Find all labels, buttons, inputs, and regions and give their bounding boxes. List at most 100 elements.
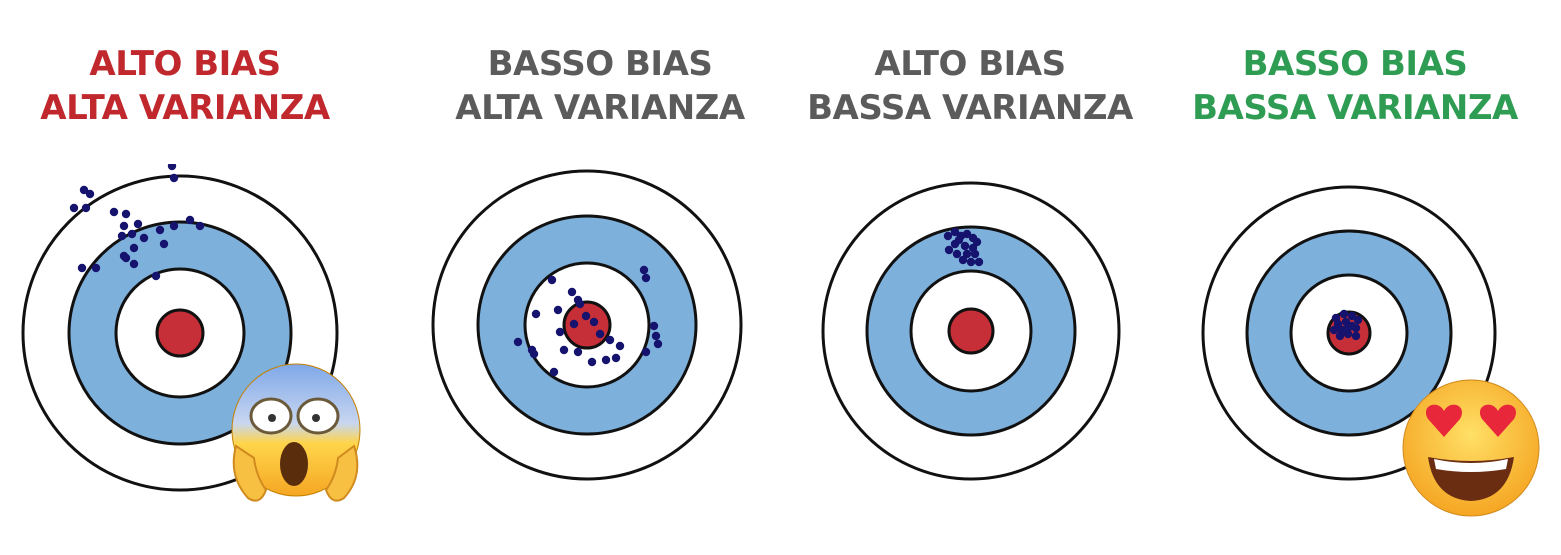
- shot-dot: [952, 249, 962, 259]
- shot-dot: [117, 231, 127, 241]
- title-line-1: BASSO BIAS: [487, 44, 713, 84]
- title-line-1: ALTO BIAS: [874, 44, 1066, 84]
- shot-dot: [119, 221, 129, 231]
- shot-dot: [958, 255, 968, 265]
- shot-dot: [169, 173, 179, 183]
- title-line-2: ALTA VARIANZA: [455, 88, 745, 128]
- shot-dot: [1353, 315, 1363, 325]
- shot-dot: [91, 263, 101, 273]
- title-line-2: ALTA VARIANZA: [40, 88, 330, 128]
- shot-dot: [567, 287, 577, 297]
- shot-dot: [155, 225, 165, 235]
- shot-dot: [575, 299, 585, 309]
- shot-dot: [605, 335, 615, 345]
- shot-dot: [185, 215, 195, 225]
- shot-dots: [513, 265, 663, 377]
- panel-low-bias-low-variance: BASSO BIAS BASSA VARIANZA: [1160, 0, 1550, 555]
- shot-dot: [1343, 329, 1353, 339]
- shot-dot: [651, 331, 661, 341]
- shot-dot: [129, 259, 139, 269]
- shot-dot: [641, 273, 651, 283]
- shot-dot: [639, 265, 649, 275]
- shot-dot: [151, 271, 161, 281]
- shot-dot: [531, 309, 541, 319]
- target-1: [21, 164, 339, 492]
- shot-dot: [559, 345, 569, 355]
- shot-dot: [974, 257, 984, 267]
- shot-dot: [943, 231, 953, 241]
- shot-dot: [109, 207, 119, 217]
- shot-dot: [139, 233, 149, 243]
- shot-dot: [972, 237, 982, 247]
- shot-dot: [1329, 325, 1339, 335]
- shot-dot: [960, 241, 970, 251]
- title-line-1: BASSO BIAS: [1242, 44, 1468, 84]
- shot-dot: [1343, 323, 1353, 333]
- panel-title: BASSO BIAS ALTA VARIANZA: [410, 42, 790, 130]
- bullseye: [947, 307, 995, 355]
- shot-dot: [970, 249, 980, 259]
- panel-title: ALTO BIAS ALTA VARIANZA: [0, 42, 370, 130]
- shot-dot: [159, 239, 169, 249]
- panel-low-bias-high-variance: BASSO BIAS ALTA VARIANZA: [410, 0, 790, 555]
- shot-dot: [77, 263, 87, 273]
- shot-dot: [611, 353, 621, 363]
- shot-dot: [581, 311, 591, 321]
- shot-dot: [547, 275, 557, 285]
- shot-dots: [69, 164, 205, 281]
- title-line-1: ALTO BIAS: [89, 44, 281, 84]
- shot-dot: [167, 164, 177, 171]
- target-rings: [21, 174, 339, 492]
- shot-dot: [529, 349, 539, 359]
- shot-dot: [966, 257, 976, 267]
- shot-dots: [943, 227, 984, 267]
- shot-dot: [1347, 311, 1357, 321]
- smiling-face-with-heart-eyes-icon: [1398, 375, 1544, 521]
- shot-dot: [569, 319, 579, 329]
- shot-dot: [950, 227, 960, 237]
- shot-dot: [121, 209, 131, 219]
- shot-dot: [69, 203, 79, 213]
- shot-dot: [79, 185, 89, 195]
- shot-dot: [1339, 309, 1349, 319]
- shot-dot: [133, 219, 143, 229]
- shot-dot: [1333, 319, 1343, 329]
- shot-dot: [195, 221, 205, 231]
- target-2: [431, 169, 743, 481]
- shot-dot: [601, 355, 611, 365]
- panel-title: BASSO BIAS BASSA VARIANZA: [1160, 42, 1550, 130]
- shot-dot: [129, 243, 139, 253]
- title-line-2: BASSA VARIANZA: [1192, 88, 1518, 128]
- panel-high-bias-low-variance: ALTO BIAS BASSA VARIANZA: [790, 0, 1150, 555]
- shot-dot: [641, 347, 651, 357]
- target-rings: [821, 181, 1121, 481]
- shot-dot: [962, 249, 972, 259]
- shot-dot: [615, 341, 625, 351]
- target-3: [821, 181, 1121, 481]
- shot-dot: [81, 203, 91, 213]
- shot-dot: [589, 317, 599, 327]
- shot-dot: [553, 305, 563, 315]
- shot-dot: [127, 229, 137, 239]
- bullseye: [155, 308, 205, 358]
- shot-dots: [1329, 309, 1363, 341]
- face-screaming-in-fear-icon: [226, 358, 376, 508]
- shot-dot: [954, 235, 964, 245]
- shot-dot: [549, 367, 559, 377]
- shot-dot: [169, 221, 179, 231]
- shot-dot: [649, 321, 659, 331]
- shot-dot: [587, 357, 597, 367]
- shot-dot: [595, 329, 605, 339]
- title-line-2: BASSA VARIANZA: [807, 88, 1133, 128]
- shot-dot: [513, 337, 523, 347]
- shot-dot: [653, 339, 663, 349]
- shot-dot: [962, 229, 972, 239]
- shot-dot: [1351, 331, 1361, 341]
- shot-dot: [85, 189, 95, 199]
- panel-title: ALTO BIAS BASSA VARIANZA: [790, 42, 1150, 130]
- shot-dot: [555, 327, 565, 337]
- shot-dot: [944, 245, 954, 255]
- shot-dot: [573, 347, 583, 357]
- panel-high-bias-high-variance: ALTO BIAS ALTA VARIANZA: [0, 0, 370, 555]
- shot-dot: [119, 251, 129, 261]
